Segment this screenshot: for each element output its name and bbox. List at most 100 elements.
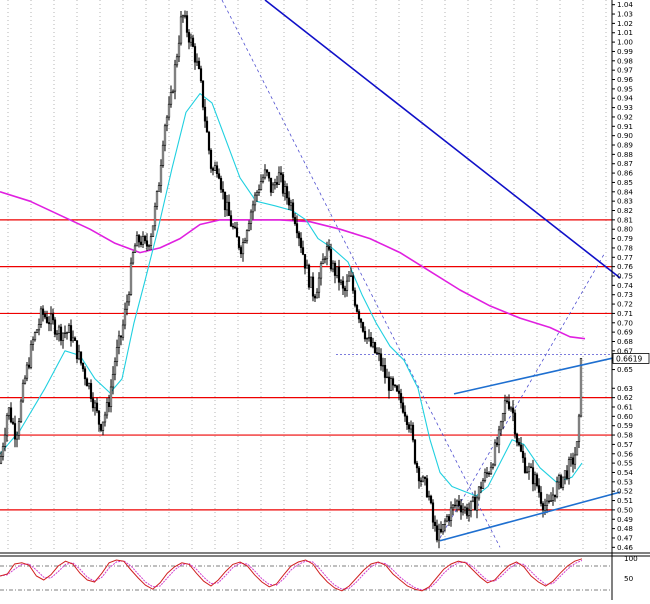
axis-tick-label: 0.99 (617, 47, 633, 56)
candle-body (77, 351, 81, 360)
candle-body (523, 457, 527, 473)
candle-body (365, 337, 369, 340)
candle-body (349, 275, 353, 277)
candle-body (273, 182, 277, 186)
candle-body (155, 191, 159, 207)
candle-body (265, 169, 269, 173)
candle-body (373, 342, 377, 353)
candle-body (291, 202, 295, 218)
candle-body (473, 496, 477, 511)
candle-body (477, 486, 481, 499)
candle-body (381, 364, 385, 367)
axis-tick-label: 1.02 (617, 19, 633, 28)
axis-tick-label: 1.04 (617, 0, 633, 9)
candle-body (197, 60, 201, 70)
candle-body (567, 459, 571, 479)
candle-body (181, 15, 185, 18)
candle-body (107, 402, 111, 407)
candle-body (313, 295, 317, 299)
candle-body (515, 433, 519, 443)
last-price-label: 0.6619 (616, 354, 642, 363)
candle-body (303, 254, 307, 269)
candle-body (439, 528, 443, 533)
axis-tick-label: 1.00 (617, 38, 633, 47)
candle-body (167, 103, 171, 118)
axis-tick-label: 0.74 (617, 281, 633, 290)
candle-body (427, 495, 431, 498)
candle-body (431, 502, 435, 523)
candle-body (139, 241, 143, 245)
candle-body (99, 423, 103, 431)
candle-body (483, 472, 487, 481)
candle-body (317, 277, 321, 293)
candle-body (311, 276, 315, 297)
axis-tick-label: 0.76 (617, 262, 633, 271)
candle-body (401, 402, 405, 413)
candle-body (195, 60, 199, 63)
candle-body (377, 352, 381, 355)
candle-body (443, 520, 447, 525)
candle-body (355, 304, 359, 312)
candle-body (243, 240, 247, 244)
candle-body (379, 353, 383, 367)
axis-tick-label: 0.47 (617, 533, 633, 542)
candle-body (315, 291, 319, 299)
candle-body (451, 504, 455, 509)
candle-body (575, 441, 579, 456)
candle-body (57, 326, 61, 334)
candle-body (517, 442, 521, 446)
axis-tick-label: 0.48 (617, 524, 633, 533)
candle-body (145, 240, 149, 247)
candle-body (533, 474, 537, 485)
candle-body (203, 106, 207, 122)
candle-body (219, 178, 223, 190)
candle-body (453, 504, 457, 507)
candle-body (113, 361, 117, 375)
axis-tick-label: 0.79 (617, 234, 633, 243)
axis-tick-label: 0.62 (617, 393, 633, 402)
axis-tick-label: 0.73 (617, 290, 633, 299)
candle-body (93, 402, 97, 409)
candle-body (433, 521, 437, 527)
candle-body (331, 262, 335, 270)
axis-tick-label: 0.97 (617, 66, 633, 75)
candle-body (555, 481, 559, 498)
candle-body (285, 186, 289, 199)
candle-body (437, 528, 441, 541)
axis-tick-label: 0.61 (617, 402, 633, 411)
candle-body (153, 206, 157, 227)
axis-tick-label: 0.85 (617, 178, 633, 187)
candle-body (201, 80, 205, 108)
candle-body (41, 308, 45, 315)
candle-body (97, 410, 101, 425)
candle-body (503, 400, 507, 414)
candle-body (241, 242, 245, 255)
candle-body (129, 262, 133, 295)
candle-body (359, 318, 363, 323)
axis-tick-label: 0.77 (617, 253, 633, 262)
candle-body (237, 236, 241, 248)
candle-body (245, 230, 249, 242)
candle-body (257, 189, 261, 193)
oscillator-panel: 100 50 (0, 554, 638, 592)
candle-body (187, 32, 191, 43)
axis-tick-label: 0.92 (617, 112, 633, 121)
candle-body (169, 92, 173, 105)
candle-body (335, 266, 339, 276)
candle-body (341, 280, 345, 289)
candle-body (209, 150, 213, 169)
candle-body (353, 290, 357, 306)
candle-body (253, 194, 257, 206)
candle-body (45, 316, 49, 323)
candle-body (475, 497, 479, 511)
candle-body (395, 385, 399, 392)
candle-body (251, 204, 255, 213)
candle-body (103, 414, 107, 423)
candle-body (67, 325, 71, 333)
candle-body (469, 500, 473, 511)
candle-body (495, 442, 499, 446)
candle-body (571, 457, 575, 465)
candle-body (193, 46, 197, 63)
